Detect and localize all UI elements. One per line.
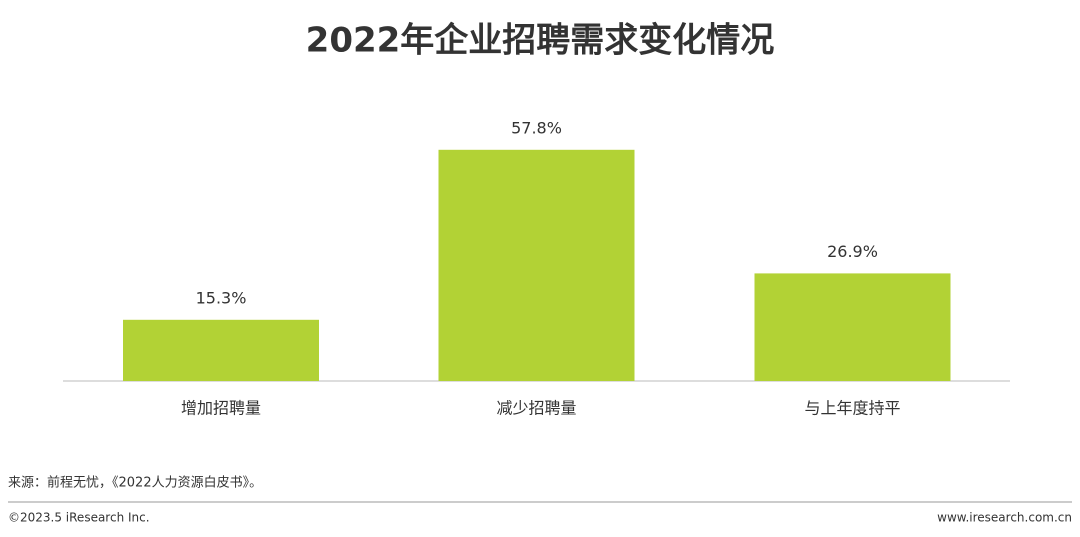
value-label: 15.3% bbox=[196, 288, 247, 307]
website: www.iresearch.com.cn bbox=[937, 511, 1072, 525]
x-tick-label: 增加招聘量 bbox=[181, 399, 261, 418]
bar bbox=[754, 273, 951, 381]
bar bbox=[438, 149, 635, 381]
source: 来源：前程无忧，《2022人力资源白皮书》。 bbox=[8, 475, 262, 491]
x-tick-label: 减少招聘量 bbox=[496, 399, 576, 418]
chart-title: 2022年企业招聘需求变化情况 bbox=[306, 21, 775, 61]
value-label: 26.9% bbox=[827, 242, 878, 261]
value-label: 57.8% bbox=[511, 118, 562, 137]
copyright: ©2023.5 iResearch Inc. bbox=[8, 511, 150, 525]
x-tick-label: 与上年度持平 bbox=[804, 399, 900, 418]
bar bbox=[123, 319, 319, 381]
